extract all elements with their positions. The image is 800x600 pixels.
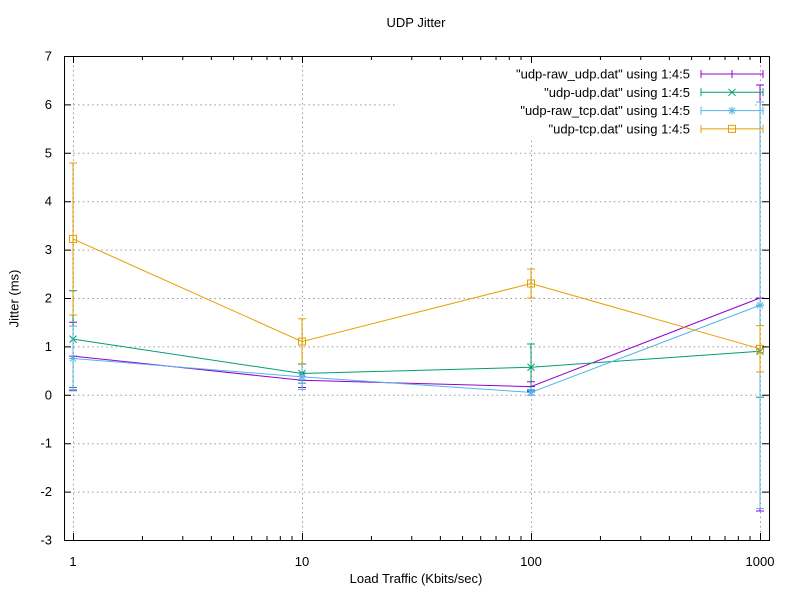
marker-star bbox=[298, 372, 306, 381]
series-2 bbox=[69, 290, 764, 398]
x-tick-label: 1 bbox=[69, 554, 76, 569]
tick-labels: -3 -2 -1 0 1 2 3 4 5 6 7 1 10 100 1000 bbox=[40, 49, 774, 570]
y-tick-label: 1 bbox=[45, 339, 52, 354]
marker-square bbox=[527, 279, 535, 288]
error-bar bbox=[756, 325, 764, 373]
y-tick-label: -2 bbox=[40, 484, 52, 499]
legend-entry: "udp-raw_udp.dat" using 1:4:5 bbox=[516, 67, 764, 82]
marker-square bbox=[756, 344, 764, 353]
x-axis-label: Load Traffic (Kbits/sec) bbox=[349, 571, 483, 586]
legend-backing bbox=[398, 58, 755, 140]
marker-square bbox=[298, 337, 306, 346]
series-line bbox=[72, 238, 761, 350]
y-tick-label: 0 bbox=[45, 387, 52, 402]
axis-ticks bbox=[64, 56, 769, 541]
error-bar bbox=[527, 268, 535, 299]
axes bbox=[64, 56, 770, 541]
legend: "udp-raw_udp.dat" using 1:4:5 "udp-udp.da… bbox=[516, 67, 764, 136]
marker-plus bbox=[728, 70, 736, 78]
legend-entry: "udp-tcp.dat" using 1:4:5 bbox=[549, 121, 764, 136]
chart-title: UDP Jitter bbox=[386, 15, 446, 30]
marker-star bbox=[69, 354, 77, 363]
y-tick-label: 7 bbox=[45, 49, 52, 64]
error-bar bbox=[298, 318, 306, 365]
legend-entry: "udp-udp.dat" using 1:4:5 bbox=[544, 85, 764, 100]
error-bar bbox=[69, 162, 77, 316]
y-tick-label: 4 bbox=[45, 194, 52, 209]
legend-label: "udp-raw_tcp.dat" using 1:4:5 bbox=[520, 103, 690, 118]
marker-star bbox=[756, 301, 764, 310]
x-tick-label: 1000 bbox=[746, 554, 775, 569]
marker-star bbox=[728, 106, 736, 115]
legend-background bbox=[398, 58, 755, 140]
y-tick-label: 6 bbox=[45, 97, 52, 112]
marker-cross bbox=[527, 363, 535, 372]
legend-label: "udp-tcp.dat" using 1:4:5 bbox=[549, 121, 691, 136]
y-tick-label: 5 bbox=[45, 145, 52, 160]
series-line bbox=[72, 297, 761, 388]
legend-sample-line bbox=[700, 124, 764, 133]
y-tick-label: 2 bbox=[45, 291, 52, 306]
legend-entry: "udp-raw_tcp.dat" using 1:4:5 bbox=[520, 103, 764, 118]
marker-square bbox=[728, 124, 736, 133]
series-3 bbox=[69, 101, 764, 510]
x-tick-label: 100 bbox=[520, 554, 542, 569]
y-tick-label: -1 bbox=[40, 436, 52, 451]
marker-star bbox=[527, 388, 535, 397]
series-line bbox=[72, 338, 761, 375]
legend-label: "udp-udp.dat" using 1:4:5 bbox=[544, 85, 690, 100]
series-4 bbox=[69, 162, 764, 373]
x-tick-label: 10 bbox=[295, 554, 309, 569]
y-tick-label: 3 bbox=[45, 242, 52, 257]
marker-square bbox=[69, 234, 77, 243]
marker-cross bbox=[728, 88, 736, 97]
y-tick-label: -3 bbox=[40, 533, 52, 548]
series-line bbox=[72, 304, 761, 393]
legend-label: "udp-raw_udp.dat" using 1:4:5 bbox=[516, 67, 690, 82]
